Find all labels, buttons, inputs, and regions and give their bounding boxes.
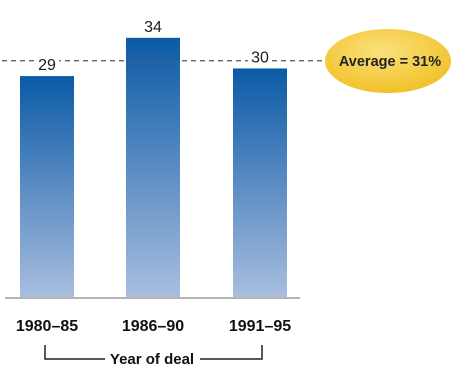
average-label: Average = 31%: [339, 54, 441, 70]
x-axis-bracket-right: [200, 345, 263, 360]
bar-value-label-2: 34: [144, 19, 162, 36]
bar-1: [20, 76, 74, 298]
bar-value-label-1: 29: [38, 57, 56, 74]
x-axis-bracket: [44, 345, 105, 360]
x-axis-title: Year of deal: [110, 351, 194, 366]
bar-value-label-3: 30: [251, 49, 269, 66]
category-label-1: 1980–85: [16, 318, 78, 335]
average-badge: [325, 29, 451, 93]
value-label-mask: [35, 57, 59, 75]
value-label-mask: [248, 49, 272, 67]
category-label-3: 1991–95: [229, 318, 291, 335]
category-label-2: 1986–90: [122, 318, 184, 335]
bar-3: [233, 68, 287, 298]
bar-2: [126, 37, 180, 299]
